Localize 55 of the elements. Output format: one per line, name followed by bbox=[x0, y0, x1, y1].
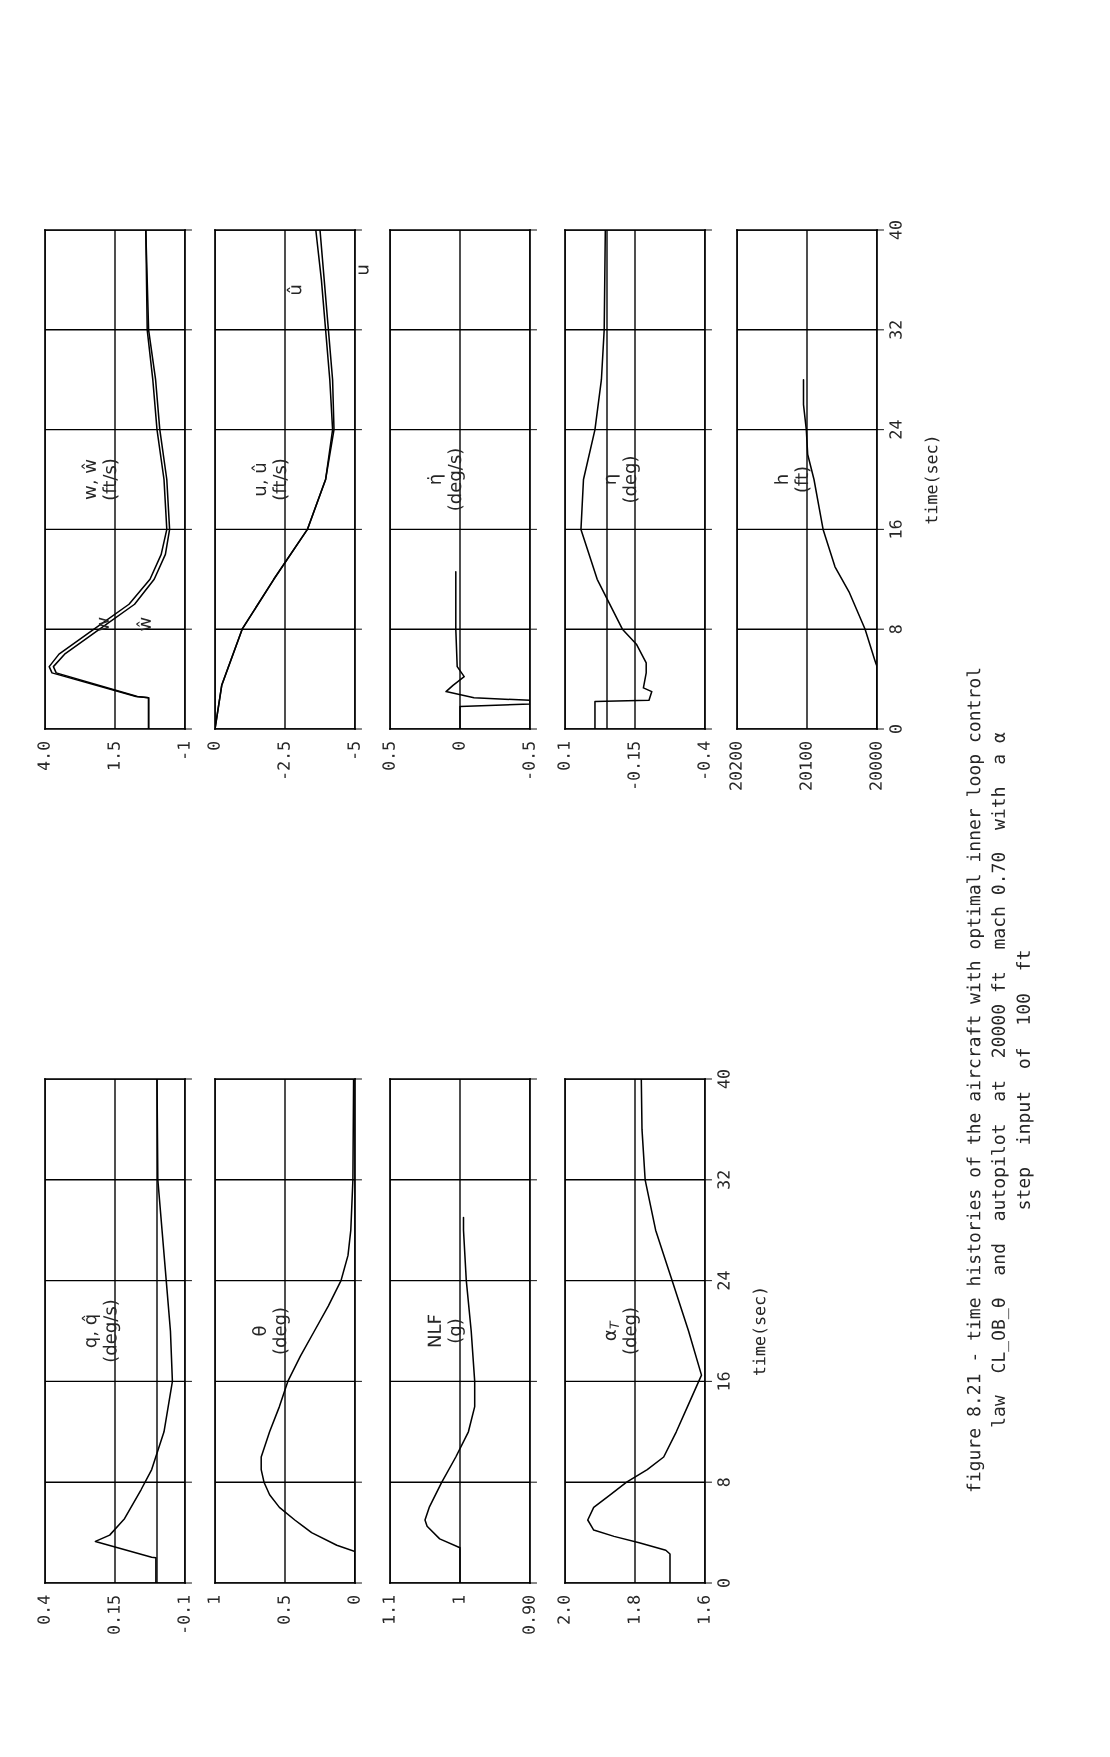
x-tick-label: -0.5 bbox=[522, 742, 535, 779]
x-tick-label: 4.0 bbox=[37, 741, 50, 771]
annotation: w bbox=[98, 617, 109, 631]
x-tick-label: -0.15 bbox=[627, 742, 640, 789]
x-tick-label: -5 bbox=[347, 742, 360, 758]
y-tick-label: 16 bbox=[717, 1372, 730, 1390]
x-tick-label: 0 bbox=[207, 741, 220, 750]
x-tick-label: 0.15 bbox=[107, 1596, 120, 1634]
y-axis-title: time(sec) bbox=[752, 1289, 768, 1376]
y-tick-label: 0 bbox=[889, 725, 902, 733]
y-tick-label: 0 bbox=[717, 1579, 730, 1587]
x-tick-label: 1.6 bbox=[697, 1595, 710, 1623]
y-tick-label: 40 bbox=[889, 221, 902, 240]
x-tick-label: 1 bbox=[452, 1595, 465, 1603]
text: q, q̂ (deg/s) bbox=[81, 1300, 121, 1362]
text: η (deg) bbox=[605, 456, 640, 503]
annotation: ŵ bbox=[136, 617, 151, 631]
y-tick-label: 8 bbox=[717, 1478, 730, 1487]
x-tick-label: 0.5 bbox=[382, 742, 395, 770]
y-tick-label: 16 bbox=[889, 520, 902, 538]
text: θ (deg) bbox=[252, 1308, 290, 1354]
x-tick-label: 1.1 bbox=[382, 1595, 395, 1623]
y-axis-title: time(sec) bbox=[924, 437, 940, 524]
x-tick-label: 20200 bbox=[729, 741, 742, 790]
text: NLF (g) bbox=[427, 1315, 465, 1347]
text: η̇ (deg/s) bbox=[427, 449, 465, 510]
x-tick-label: 2.0 bbox=[557, 1595, 570, 1624]
y-tick-label: 8 bbox=[889, 625, 902, 634]
x-tick-label: -0.4 bbox=[697, 741, 710, 779]
text: α$_{T}$ (deg) bbox=[605, 1308, 640, 1354]
x-tick-label: -1 bbox=[177, 741, 190, 758]
y-tick-label: 24 bbox=[717, 1271, 730, 1290]
x-tick-label: 20100 bbox=[799, 741, 812, 790]
x-tick-label: 20000 bbox=[869, 741, 882, 790]
x-tick-label: 1.8 bbox=[627, 1595, 640, 1623]
x-tick-label: -0.1 bbox=[177, 1595, 190, 1633]
annotation: û bbox=[286, 285, 302, 295]
x-tick-label: 0.5 bbox=[277, 1596, 290, 1624]
text: h (ft) bbox=[774, 467, 811, 492]
caption: figure 8.21 - time histories of the aircraft with optimal inner loop control law CL_OB_θ and autopilot at 20000 ft mach 0.70 with a α step input of 100 ft bbox=[966, 668, 1034, 1492]
text: u, û (ft/s) bbox=[251, 459, 289, 500]
x-tick-label: 0.4 bbox=[37, 1595, 50, 1624]
x-tick-label: 1 bbox=[207, 1595, 220, 1603]
x-tick-label: 0 bbox=[452, 741, 465, 750]
x-tick-label: 1.5 bbox=[107, 742, 120, 769]
x-tick-label: 0.1 bbox=[557, 741, 570, 770]
x-tick-label: 0 bbox=[347, 1595, 360, 1604]
y-tick-label: 32 bbox=[889, 321, 902, 339]
text: u bbox=[358, 265, 369, 275]
y-tick-label: 24 bbox=[889, 420, 902, 439]
y-tick-label: 40 bbox=[717, 1070, 730, 1089]
y-tick-label: 32 bbox=[717, 1171, 730, 1189]
text: w, ŵ (ft/s) bbox=[81, 459, 119, 500]
x-tick-label: -2.5 bbox=[277, 742, 290, 779]
x-tick-label: 0.90 bbox=[522, 1595, 535, 1634]
